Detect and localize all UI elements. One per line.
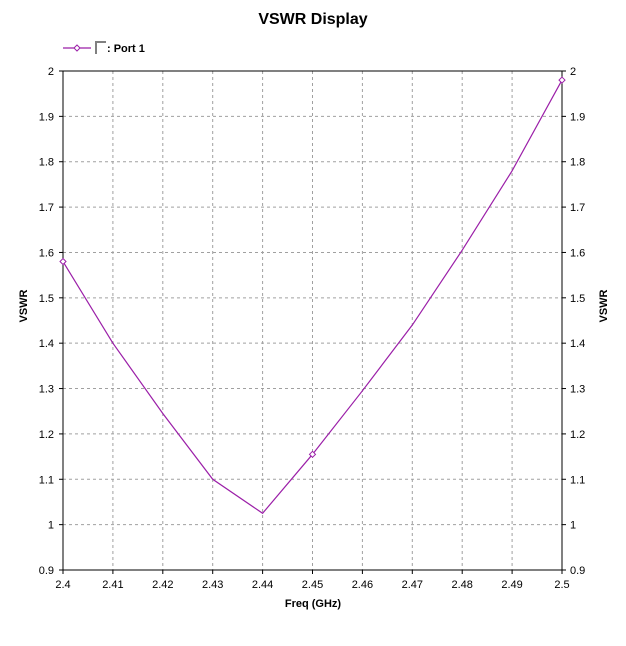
y-tick-label-left: 1.1 — [39, 474, 54, 486]
grid-lines — [63, 71, 562, 570]
data-marker — [558, 76, 566, 84]
y-tick-label-left: 1.8 — [39, 157, 54, 169]
data-marker — [308, 450, 317, 459]
y-tick-label-right: 1.5 — [570, 293, 585, 305]
x-tick-label: 2.5 — [554, 579, 569, 591]
x-tick-label: 2.41 — [102, 579, 123, 591]
y-tick-label-right: 0.9 — [570, 565, 585, 577]
legend-label: : Port 1 — [107, 43, 145, 55]
x-tick-label: 2.47 — [402, 579, 423, 591]
data-point — [212, 479, 213, 480]
y-tick-label-right: 1.1 — [570, 474, 585, 486]
y-tick-label-right: 1.8 — [570, 157, 585, 169]
y-tick-label-right: 1 — [570, 520, 576, 532]
y-axis-left-label: VSWR — [18, 289, 30, 322]
y-tick-label-left: 1 — [48, 520, 54, 532]
y-tick-label-right: 1.9 — [570, 111, 585, 123]
data-point — [412, 325, 413, 326]
y-tick-label-left: 1.7 — [39, 202, 54, 214]
data-point — [262, 513, 263, 514]
data-point — [462, 250, 463, 251]
series-layer — [59, 76, 566, 515]
gamma-symbol-icon — [95, 41, 106, 54]
y-axis-right-ticks: 0.9 1 1.1 1.2 1.3 1.4 1.5 1.6 1.7 1.8 1.9 2 — [562, 66, 585, 577]
chart-title: VSWR Display — [258, 11, 367, 28]
data-point — [162, 413, 163, 414]
y-axis-left-ticks: 0.9 1 1.1 1.2 1.3 1.4 1.5 1.6 1.7 1.8 1.9 2 — [39, 66, 63, 577]
y-axis-right-label: VSWR — [598, 289, 610, 322]
x-axis-ticks: 2.4 2.41 2.42 2.43 2.44 2.45 2.46 2.47 2.48 2.49 2… — [55, 570, 570, 591]
y-tick-label-left: 1.9 — [39, 111, 54, 123]
x-tick-label: 2.49 — [501, 579, 522, 591]
y-tick-label-right: 1.2 — [570, 429, 585, 441]
y-tick-label-left: 1.6 — [39, 247, 54, 259]
x-tick-label: 2.46 — [352, 579, 373, 591]
y-tick-label-left: 1.2 — [39, 429, 54, 441]
y-tick-label-right: 1.3 — [570, 384, 585, 396]
x-tick-label: 2.42 — [152, 579, 173, 591]
y-tick-label-left: 0.9 — [39, 565, 54, 577]
data-point — [362, 390, 363, 391]
data-point — [112, 343, 113, 344]
y-tick-label-left: 1.4 — [39, 338, 54, 350]
x-tick-label: 2.43 — [202, 579, 223, 591]
legend: : Port 1 — [63, 41, 145, 55]
y-tick-label-left: 2 — [48, 66, 54, 78]
legend-marker — [73, 44, 81, 52]
y-tick-label-right: 1.4 — [570, 338, 585, 350]
y-tick-label-left: 1.3 — [39, 384, 54, 396]
data-point — [512, 170, 513, 171]
x-tick-label: 2.45 — [302, 579, 323, 591]
y-tick-label-right: 2 — [570, 66, 576, 78]
y-tick-label-right: 1.6 — [570, 247, 585, 259]
y-tick-label-right: 1.7 — [570, 202, 585, 214]
y-tick-label-left: 1.5 — [39, 293, 54, 305]
x-tick-label: 2.48 — [451, 579, 472, 591]
x-tick-label: 2.4 — [55, 579, 70, 591]
data-marker — [59, 257, 67, 266]
x-tick-label: 2.44 — [252, 579, 273, 591]
x-axis-label: Freq (GHz) — [285, 598, 342, 610]
